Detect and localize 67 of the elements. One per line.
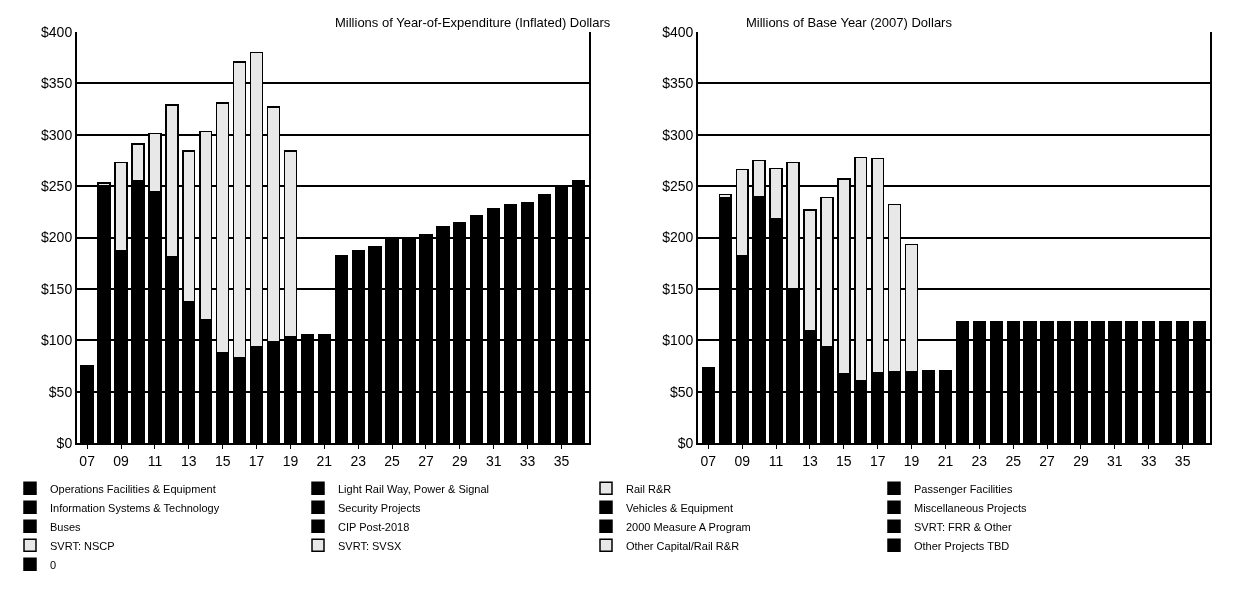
legend-label: Operations Facilities & Equipment <box>50 482 216 495</box>
y-tick-label: $250 <box>662 178 694 195</box>
x-tick-label: 11 <box>768 452 784 469</box>
x-tick-label: 23 <box>971 452 988 469</box>
x-tick-label: 09 <box>113 452 130 469</box>
y-tick-label: $400 <box>41 23 73 40</box>
legend-label: Other Capital/Rail R&R <box>626 539 740 552</box>
legend-label: SVRT: NSCP <box>50 539 115 552</box>
x-tick-label: 07 <box>79 452 96 469</box>
legend-label: Buses <box>50 520 82 533</box>
legend-label: 2000 Measure A Program <box>626 520 751 533</box>
y-tick-label: $350 <box>662 75 694 92</box>
x-tick-label: 17 <box>248 452 265 469</box>
x-tick-label: 09 <box>734 452 751 469</box>
x-tick-label: 11 <box>147 452 163 469</box>
y-tick-label: $0 <box>56 434 73 451</box>
x-tick-label: 19 <box>903 452 920 469</box>
x-tick-label: 35 <box>1174 452 1191 469</box>
y-tick-label: $0 <box>677 434 694 451</box>
legend-label: 0 <box>50 558 57 571</box>
legend-label: Security Projects <box>338 501 422 514</box>
x-tick-label: 07 <box>700 452 717 469</box>
x-tick-label: 31 <box>485 452 502 469</box>
y-tick-label: $300 <box>662 126 694 143</box>
chart-title: Millions of Year-of-Expenditure (Inflated) Dollars <box>335 15 611 30</box>
y-tick-label: $150 <box>662 280 694 297</box>
x-tick-label: 13 <box>181 452 197 469</box>
legend-label: Vehicles & Equipment <box>626 501 734 514</box>
x-tick-label: 27 <box>1039 452 1056 469</box>
legend-label: CIP Post-2018 <box>338 520 410 533</box>
x-tick-label: 29 <box>1073 452 1089 469</box>
x-tick-label: 15 <box>214 452 231 469</box>
y-tick-label: $400 <box>662 23 694 40</box>
legend-label: Other Projects TBD <box>914 539 1010 552</box>
x-tick-label: 31 <box>1107 452 1123 469</box>
y-tick-label: $250 <box>41 178 73 195</box>
y-tick-label: $200 <box>662 229 694 246</box>
x-tick-label: 13 <box>802 452 818 469</box>
legend-label: Information Systems & Technology <box>50 501 220 514</box>
y-tick-label: $100 <box>41 332 73 349</box>
y-tick-label: $200 <box>41 229 73 246</box>
y-tick-label: $350 <box>41 75 73 92</box>
y-tick-label: $300 <box>41 126 73 143</box>
legend-label: Miscellaneous Projects <box>914 501 1027 514</box>
legend-label: SVRT: FRR & Other <box>914 520 1012 533</box>
x-tick-label: 23 <box>350 452 367 469</box>
x-tick-label: 21 <box>316 452 333 469</box>
chart-title: Millions of Base Year (2007) Dollars <box>746 15 953 30</box>
legend-label: Passenger Facilities <box>914 482 1013 495</box>
x-tick-label: 19 <box>282 452 299 469</box>
x-tick-label: 17 <box>869 452 886 469</box>
x-tick-label: 33 <box>1140 452 1157 469</box>
y-tick-label: $150 <box>41 280 73 297</box>
y-tick-label: $50 <box>48 383 73 400</box>
x-tick-label: 35 <box>553 452 570 469</box>
x-tick-label: 33 <box>519 452 536 469</box>
x-tick-label: 29 <box>452 452 468 469</box>
legend-label: Light Rail Way, Power & Signal <box>338 482 490 495</box>
x-tick-label: 27 <box>418 452 434 469</box>
legend-label: SVRT: SVSX <box>338 539 403 552</box>
y-tick-label: $50 <box>670 383 694 400</box>
x-tick-label: 21 <box>937 452 954 469</box>
legend-label: Rail R&R <box>626 482 672 495</box>
x-tick-label: 25 <box>1005 452 1022 469</box>
x-tick-label: 15 <box>836 452 852 469</box>
y-tick-label: $100 <box>662 332 694 349</box>
x-tick-label: 25 <box>384 452 401 469</box>
